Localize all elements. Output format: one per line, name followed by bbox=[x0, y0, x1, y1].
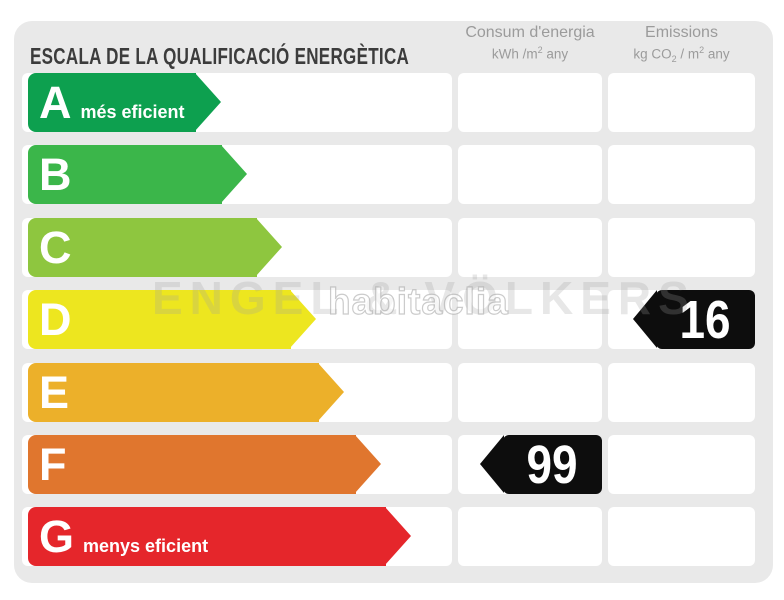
page-title: ESCALA DE LA QUALIFICACIÓ ENERGÈTICA bbox=[30, 43, 410, 70]
rating-sublabel: menys eficient bbox=[83, 536, 209, 557]
rating-bar: G menys eficient bbox=[28, 507, 411, 567]
consum-column-header: Consum d'energia kWh /m2 any bbox=[458, 24, 602, 62]
rating-letter: E bbox=[39, 366, 70, 418]
rating-row-B: B bbox=[14, 145, 773, 205]
emissions-header-title: Emissions bbox=[645, 24, 718, 41]
rating-bar: F bbox=[28, 435, 381, 494]
consum-cell bbox=[458, 145, 602, 205]
rating-row-G: G menys eficient bbox=[14, 507, 773, 567]
rating-letter: C bbox=[39, 221, 72, 273]
rating-row-C: C bbox=[14, 217, 773, 277]
rating-bar: D bbox=[28, 290, 316, 350]
rating-value-marker: 99 bbox=[480, 434, 602, 495]
consum-header-unit: kWh /m2 any bbox=[491, 45, 569, 62]
marker-left-arrow-tip-icon bbox=[633, 290, 657, 349]
rating-row-F: F 99 bbox=[14, 435, 773, 494]
rating-bar-arrow-tip-icon bbox=[221, 145, 247, 204]
consum-cell bbox=[458, 507, 602, 567]
rating-row-E: E bbox=[14, 362, 773, 422]
energy-certificate-card: ESCALA DE LA QUALIFICACIÓ ENERGÈTICA Con… bbox=[14, 21, 773, 583]
rating-letter: D bbox=[39, 294, 72, 346]
rating-bar: A més eficient bbox=[28, 73, 221, 132]
rating-letter: B bbox=[39, 149, 72, 201]
rating-row-A: A més eficient bbox=[14, 73, 773, 132]
rating-letter: F bbox=[39, 439, 67, 490]
rating-bar-arrow-tip-icon bbox=[318, 362, 344, 421]
consum-cell bbox=[458, 217, 602, 277]
emissions-cell bbox=[608, 435, 755, 494]
emissions-cell bbox=[608, 145, 755, 205]
consum-cell bbox=[458, 362, 602, 422]
emissions-header-unit: kg CO2 / m2 any bbox=[633, 45, 730, 65]
rating-sublabel: més eficient bbox=[80, 102, 185, 122]
emissions-cell bbox=[608, 362, 755, 422]
rating-bar-arrow-tip-icon bbox=[385, 507, 411, 566]
consum-header-title: Consum d'energia bbox=[465, 24, 595, 41]
scale-rows: A més eficient B C D bbox=[14, 21, 773, 583]
marker-left-arrow-tip-icon bbox=[480, 435, 504, 493]
rating-letter: G bbox=[39, 511, 75, 563]
consum-cell bbox=[458, 290, 602, 350]
emissions-cell bbox=[608, 73, 755, 132]
emissions-cell: 16 bbox=[608, 289, 755, 350]
rating-bar-arrow-tip-icon bbox=[256, 217, 282, 276]
rating-row-D: D 16 bbox=[14, 289, 773, 350]
rating-bar-arrow-tip-icon bbox=[355, 435, 381, 493]
marker-value: 16 bbox=[679, 289, 732, 350]
rating-bar: C bbox=[28, 217, 282, 277]
rating-bar-arrow-tip-icon bbox=[195, 73, 221, 131]
emissions-cell bbox=[608, 217, 755, 277]
rating-bar: E bbox=[28, 362, 344, 422]
marker-value: 99 bbox=[526, 434, 579, 495]
rating-letter: A bbox=[39, 77, 72, 128]
consum-cell: 99 bbox=[458, 435, 602, 494]
rating-bar-arrow-tip-icon bbox=[290, 290, 316, 349]
rating-bar: B bbox=[28, 145, 247, 205]
rating-value-marker: 16 bbox=[633, 289, 755, 350]
consum-cell bbox=[458, 73, 602, 132]
emissions-column-header: Emissions kg CO2 / m2 any bbox=[608, 24, 755, 64]
emissions-cell bbox=[608, 507, 755, 567]
